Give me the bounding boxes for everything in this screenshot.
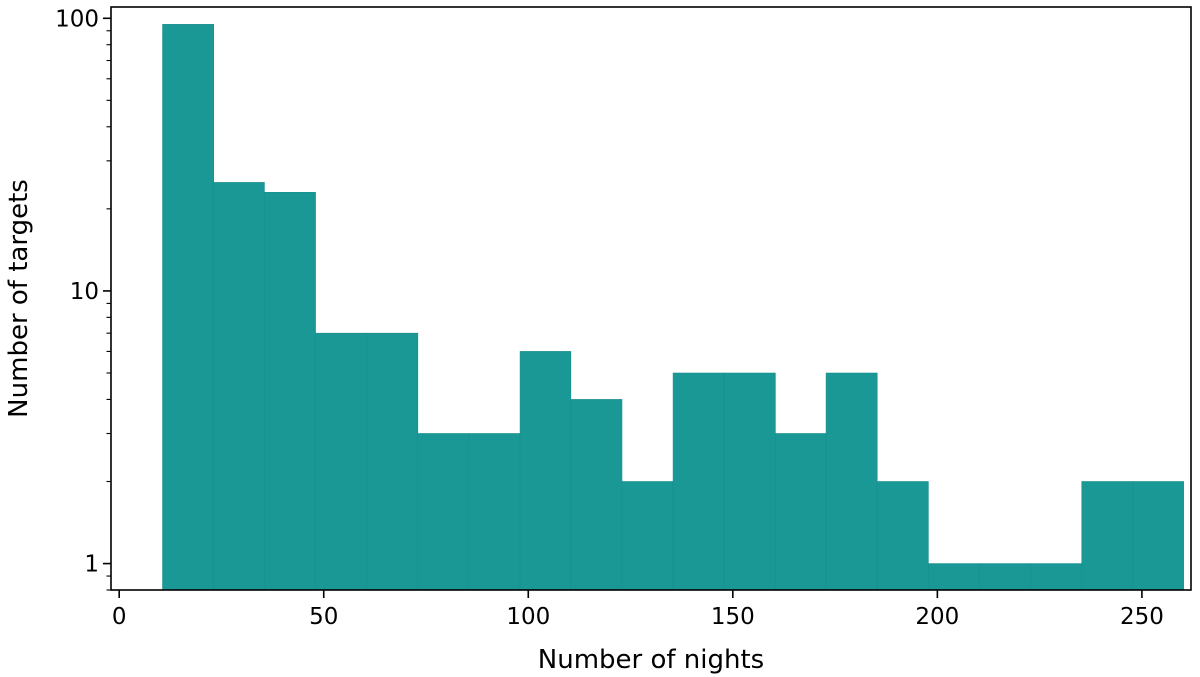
histogram-bar bbox=[672, 372, 725, 591]
histogram-bar bbox=[825, 372, 878, 591]
y-tick-label: 1 bbox=[84, 552, 99, 578]
histogram-bar bbox=[213, 182, 265, 591]
y-tick-label: 10 bbox=[70, 279, 99, 305]
x-tick-label: 0 bbox=[112, 604, 127, 630]
x-axis-label: Number of nights bbox=[538, 645, 764, 675]
histogram-bar bbox=[417, 433, 470, 591]
histogram-bar bbox=[775, 433, 827, 591]
y-axis: 1 10 100 bbox=[55, 6, 111, 591]
histogram-bar bbox=[723, 372, 776, 591]
bars-group bbox=[162, 24, 1184, 591]
plot-frame bbox=[110, 6, 1192, 591]
histogram-bar bbox=[979, 563, 1031, 591]
x-tick-label: 100 bbox=[506, 604, 550, 630]
histogram-bar bbox=[468, 433, 521, 591]
histogram-bar bbox=[1132, 481, 1184, 591]
x-tick-label: 200 bbox=[915, 604, 959, 630]
histogram-bar bbox=[366, 332, 419, 591]
y-axis-label: Number of targets bbox=[4, 179, 34, 418]
histogram-bar bbox=[264, 192, 316, 591]
x-axis: 0 50 100 150 200 250 bbox=[112, 590, 1164, 630]
histogram-bar bbox=[1030, 563, 1083, 591]
histogram-bar bbox=[315, 332, 367, 591]
y-tick-label: 100 bbox=[55, 6, 99, 32]
x-tick-label: 150 bbox=[711, 604, 755, 630]
histogram-bar bbox=[621, 481, 674, 591]
histogram-bar bbox=[928, 563, 980, 591]
x-tick-label: 50 bbox=[309, 604, 338, 630]
histogram-bar bbox=[1081, 481, 1133, 591]
histogram-bar bbox=[519, 351, 572, 591]
histogram-bar bbox=[162, 24, 214, 591]
histogram-bar bbox=[876, 481, 929, 591]
x-tick-label: 250 bbox=[1120, 604, 1164, 630]
histogram-bar bbox=[570, 399, 623, 591]
